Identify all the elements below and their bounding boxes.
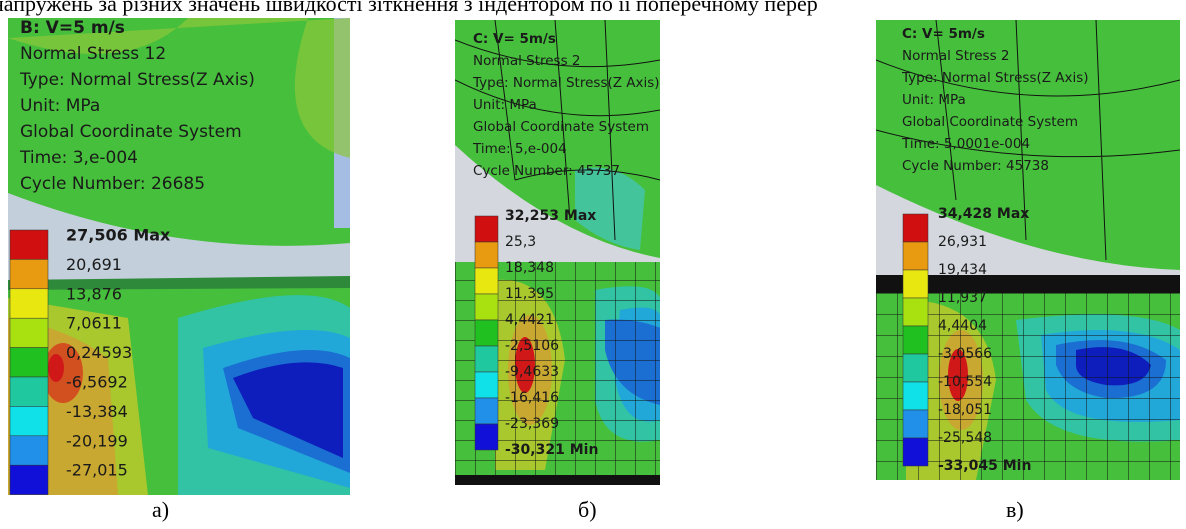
legend-swatch (903, 214, 928, 242)
legend-swatch (475, 398, 498, 424)
legend-label: -9,4633 (505, 364, 559, 380)
header-line: C: V= 5m/s (473, 31, 556, 47)
header-line: Time: 3,e-004 (19, 148, 138, 168)
legend-swatch (903, 326, 928, 354)
legend-swatch (475, 346, 498, 372)
legend-swatch (903, 382, 928, 410)
header-line: Global Coordinate System (902, 114, 1078, 130)
legend-label: -25,548 (938, 430, 992, 446)
header-line: Type: Normal Stress(Z Axis) (19, 70, 255, 90)
header-line: Cycle Number: 45738 (902, 158, 1049, 174)
legend-swatch (475, 242, 498, 268)
legend-swatch (475, 216, 498, 242)
header-line: B: V=5 m/s (20, 18, 125, 38)
header-line: Unit: MPa (473, 97, 537, 113)
legend-label: -6,5692 (66, 373, 128, 392)
legend-label: -20,199 (66, 431, 128, 450)
legend-swatch (10, 406, 48, 435)
header-line: Normal Stress 12 (20, 44, 166, 64)
legend-label: -18,051 (938, 402, 992, 418)
legend-label: 0,24593 (66, 343, 132, 362)
header-line: Normal Stress 2 (473, 53, 581, 69)
legend-label: 26,931 (938, 234, 987, 250)
legend-label: -16,416 (505, 390, 559, 406)
legend-swatch (475, 424, 498, 450)
legend-swatch (903, 298, 928, 326)
panel-label: а) (152, 497, 169, 523)
header-line: Type: Normal Stress(Z Axis) (901, 70, 1089, 86)
legend-swatch (903, 438, 928, 466)
contour-panel: C: V= 5m/s Normal Stress 2 Type: Normal St… (455, 20, 660, 485)
legend-label: -23,369 (505, 416, 559, 432)
header-line: Type: Normal Stress(Z Axis) (472, 75, 660, 91)
legend-label: 13,876 (66, 284, 122, 303)
legend-swatch (903, 410, 928, 438)
header-line: C: V= 5m/s (902, 26, 985, 42)
legend-swatch (903, 270, 928, 298)
panel-label: в) (1006, 497, 1024, 523)
legend-label: 11,937 (938, 290, 987, 306)
page: напружень за різних значень швидкості зі… (0, 0, 1186, 529)
legend-swatch (903, 242, 928, 270)
legend-label: -27,015 (66, 461, 128, 480)
header-line: Unit: MPa (20, 96, 100, 116)
header-line: Global Coordinate System (473, 119, 649, 135)
legend-label: -10,554 (938, 374, 992, 390)
legend-swatch (10, 377, 48, 406)
header-line: Unit: MPa (902, 92, 966, 108)
legend-swatch (903, 354, 928, 382)
panel-label: б) (578, 497, 597, 523)
legend-label: 4,4404 (938, 318, 987, 334)
legend-label: 11,395 (505, 286, 554, 302)
header-line: Cycle Number: 26685 (20, 174, 205, 194)
legend-label: 32,253 Max (505, 208, 596, 224)
header-line: Global Coordinate System (20, 122, 242, 142)
legend-label: -13,384 (66, 402, 128, 421)
legend-label: 4,4421 (505, 312, 554, 328)
legend-swatch (10, 289, 48, 318)
header-line: Normal Stress 2 (902, 48, 1010, 64)
legend-label: 27,506 Max (66, 226, 171, 245)
legend-swatch (10, 436, 48, 465)
legend-swatch (10, 230, 48, 259)
legend-label: 19,434 (938, 262, 987, 278)
legend-label: -2,5106 (505, 338, 559, 354)
legend-label: -33,045 Min (938, 458, 1031, 474)
legend-swatch (10, 348, 48, 377)
legend-label: -3,0566 (938, 346, 992, 362)
contour-panel: C: V= 5m/s Normal Stress 2 Type: Normal St… (876, 20, 1180, 480)
legend-label: 18,348 (505, 260, 554, 276)
legend-swatch (10, 465, 48, 494)
legend-label: 20,691 (66, 255, 122, 274)
legend-label: 25,3 (505, 234, 536, 250)
contour-panel: B: V=5 m/s Normal Stress 12 Type: Normal S… (8, 18, 350, 495)
legend-swatch (475, 268, 498, 294)
legend-label: 34,428 Max (938, 206, 1029, 222)
legend-label: 7,0611 (66, 314, 122, 333)
legend-label: -30,321 Min (505, 442, 598, 458)
header-line: Cycle Number: 45737 (473, 163, 620, 179)
legend-swatch (475, 320, 498, 346)
caption-top: напружень за різних значень швидкості зі… (0, 0, 818, 17)
legend-swatch (475, 294, 498, 320)
header-line: Time: 5,0001e-004 (901, 136, 1030, 152)
legend-swatch (475, 372, 498, 398)
legend-swatch (10, 318, 48, 347)
header-line: Time: 5,e-004 (472, 141, 567, 157)
legend-swatch (10, 259, 48, 288)
